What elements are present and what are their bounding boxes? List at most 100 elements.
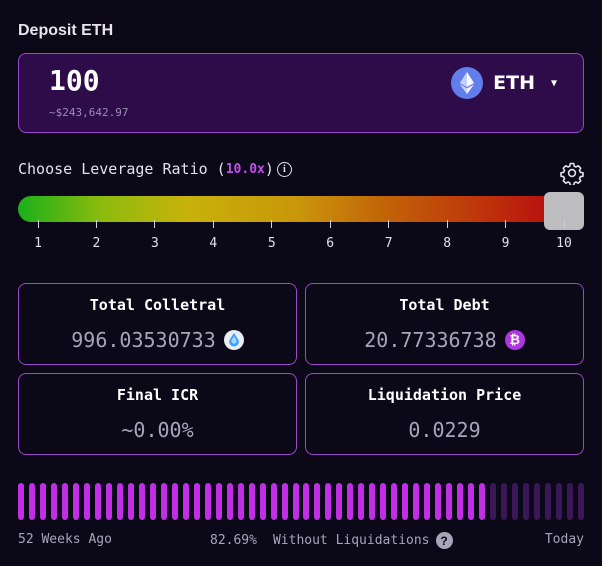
bitcoin-icon: ₿ [504,330,525,350]
history-bar [215,483,222,520]
history-end-label: Today [544,532,584,547]
history-bar [347,483,354,520]
deposit-input-panel[interactable]: 100 ~$243,642.97 ETH ▼ [18,53,584,133]
history-bar [28,483,35,520]
history-bar [479,483,486,520]
history-bar [204,483,211,520]
history-bar [292,483,299,520]
history-bar [182,483,189,520]
deposit-usd-value: ~$243,642.97 [49,106,129,119]
leverage-tick [388,220,390,228]
leverage-tick [154,220,156,228]
leverage-tick [505,220,507,228]
history-bar [413,483,420,520]
history-bar [61,483,68,520]
leverage-tick-label: 2 [92,236,101,251]
history-bar [523,483,530,520]
history-bar [116,483,123,520]
history-bar [127,483,134,520]
history-bar [567,483,574,520]
history-bar [39,483,46,520]
leverage-tick [212,220,214,228]
history-bar [402,483,409,520]
history-bar [457,483,464,520]
final-icr-value: ~0.00% [121,418,194,442]
history-bar [380,483,387,520]
steth-icon [223,330,244,350]
history-bar [237,483,244,520]
history-bar [50,483,57,520]
history-bar [314,483,321,520]
history-percent: 82.69% [210,533,257,548]
history-bar [83,483,90,520]
leverage-tick-label: 1 [34,236,42,251]
history-bar [325,483,332,520]
history-bar [72,483,79,520]
leverage-tick-label: 3 [150,236,159,251]
token-selector[interactable]: ETH ▼ [451,67,557,99]
leverage-slider-track[interactable] [18,196,578,222]
history-bar [303,483,310,520]
gear-icon[interactable] [560,161,584,185]
total-collateral-title: Total Colletral [89,296,226,314]
leverage-tick-label: 7 [384,236,393,251]
leverage-tick-label: 4 [209,236,218,251]
leverage-tick-label: 9 [501,236,510,251]
question-icon[interactable]: ? [435,532,453,549]
leverage-tick-label: 6 [326,236,335,251]
history-bar [545,483,552,520]
leverage-tick [95,220,97,228]
history-bar [226,483,233,520]
total-debt-title: Total Debt [399,296,490,314]
history-bar [435,483,442,520]
history-bar [281,483,288,520]
total-debt-value: 20.77336738 [364,328,497,352]
leverage-tick-label: 8 [443,236,452,251]
history-bar [18,483,24,520]
total-collateral-value: 996.03530733 [71,328,216,352]
history-bar [160,483,167,520]
leverage-label-prefix: Choose Leverage Ratio ( [18,160,226,178]
deposit-amount-input[interactable]: 100 [49,64,100,97]
history-bar [171,483,178,520]
leverage-tick [271,220,273,228]
history-bar [369,483,376,520]
chevron-down-icon: ▼ [550,77,557,89]
ethereum-icon [451,67,484,99]
history-bar [446,483,453,520]
history-bar [336,483,343,520]
history-bar [578,483,584,520]
leverage-tick [37,220,39,228]
history-start-label: 52 Weeks Ago [18,532,112,547]
history-bar [138,483,145,520]
leverage-tick [563,220,565,228]
leverage-value: 10.0x [225,161,265,177]
total-collateral-card: Total Colletral 996.03530733 [18,283,297,365]
history-bar [358,483,365,520]
token-label: ETH [493,72,535,94]
final-icr-card: Final ICR ~0.00% [18,373,297,455]
history-bar [105,483,112,520]
leverage-tick-label: 5 [267,236,276,251]
history-bar [512,483,519,520]
history-bar [193,483,200,520]
total-debt-card: Total Debt 20.77336738 ₿ [305,283,584,365]
leverage-tick [446,220,448,228]
history-bar [534,483,541,520]
history-bar [490,483,497,520]
leverage-tick [329,220,331,228]
liquidation-history-bars [18,483,584,520]
history-bar [556,483,563,520]
info-icon[interactable]: i [276,161,292,177]
leverage-tick-label: 10 [556,236,572,251]
history-bar [149,483,156,520]
history-caption: Without Liquidations [272,533,430,548]
history-bar [259,483,266,520]
history-bar [94,483,101,520]
liquidation-price-value: 0.0229 [408,418,481,442]
leverage-ticks: 1 2 3 4 5 6 7 8 9 10 [0,220,602,260]
final-icr-title: Final ICR [116,386,199,404]
liquidation-price-card: Liquidation Price 0.0229 [305,373,584,455]
history-footer: 52 Weeks Ago 82.69% Without Liquidations… [18,532,584,550]
deposit-title: Deposit ETH [18,22,114,39]
